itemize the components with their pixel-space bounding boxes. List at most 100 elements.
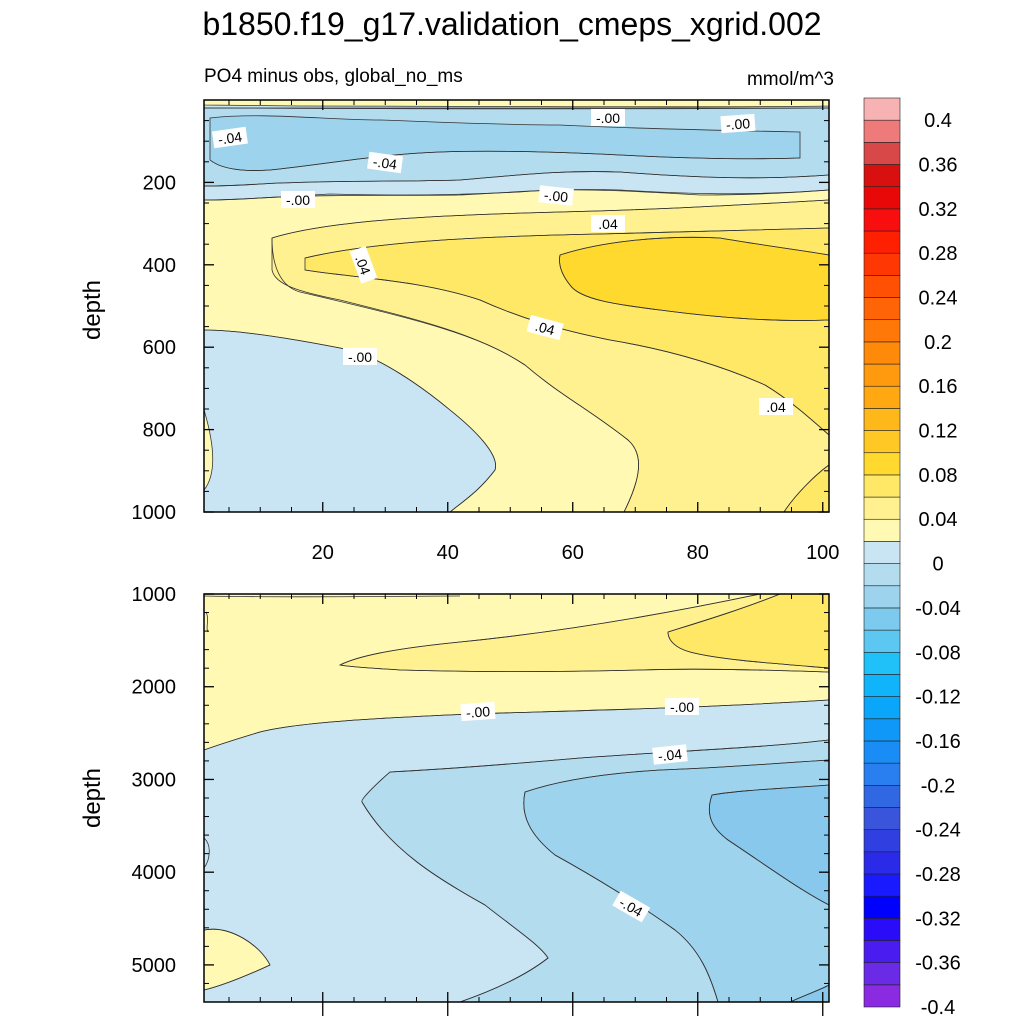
- colorbar-tick-label: 0.16: [919, 376, 958, 398]
- colorbar-box: [863, 674, 901, 697]
- chart-title: b1850.f19_g17.validation_cmeps_xgrid.002: [202, 6, 821, 42]
- top-ytick-label: 1000: [132, 502, 177, 524]
- colorbar-tick-label: 0.04: [919, 509, 958, 531]
- top-ylabel: depth: [79, 280, 106, 340]
- top-ytick-label: 200: [143, 172, 176, 194]
- colorbar-box: [863, 784, 901, 808]
- top-contour-label: .04: [759, 398, 793, 415]
- bottom-contour-label: -.04: [652, 744, 688, 765]
- contour-label-bg: [349, 245, 378, 284]
- bottom-ytick-label: 2000: [132, 677, 177, 699]
- top-contour-label: -.00: [281, 191, 315, 208]
- colorbar-tick-label: -0.32: [915, 908, 961, 930]
- colorbar-box: [863, 984, 901, 1008]
- colorbar-tick-label: 0.24: [919, 288, 958, 310]
- colorbar-box: [863, 186, 901, 210]
- colorbar-box: [863, 873, 901, 897]
- colorbar-box: [863, 807, 901, 830]
- contour-label-bg: [591, 215, 625, 232]
- top-xtick-label: 80: [687, 542, 709, 564]
- contour-label-text: .04: [534, 318, 557, 339]
- colorbar-tick-label: -0.4: [921, 997, 955, 1019]
- colorbar-tick-label: -0.36: [915, 953, 961, 975]
- contour-label-bg: [612, 890, 651, 923]
- top-xtick-label: 100: [806, 542, 839, 564]
- top-ytick-label: 800: [143, 420, 176, 442]
- top-xtick-label: 60: [562, 542, 584, 564]
- colorbar-box: [863, 518, 901, 542]
- colorbar-box: [863, 829, 901, 853]
- colorbar-box: [863, 585, 901, 609]
- top-contour-label: -.04: [367, 151, 404, 174]
- bottom-panel: [203, 593, 830, 1003]
- bottom-x-axis: [228, 594, 824, 1016]
- bottom-ytick-label: 4000: [132, 862, 177, 884]
- colorbar-box: [863, 452, 901, 476]
- colorbar-tick-label: 0: [932, 554, 943, 576]
- contour-label-bg: [281, 191, 315, 208]
- contour-label-bg: [665, 698, 699, 715]
- colorbar-box: [863, 341, 901, 365]
- top-panel: [203, 99, 830, 513]
- colorbar-box: [863, 851, 901, 875]
- top-xtick-label: 40: [437, 542, 459, 564]
- colorbar-box: [863, 319, 901, 343]
- colorbar-box: [863, 474, 901, 498]
- top-ytick-label: 600: [143, 337, 176, 359]
- top-contour-label: -.00: [591, 109, 625, 126]
- contour-label-text: .04: [766, 399, 786, 415]
- colorbar-tick-label: 0.28: [919, 243, 958, 265]
- contour-label-bg: [538, 185, 574, 206]
- colorbar-box: [863, 918, 901, 941]
- colorbar-box: [863, 962, 901, 986]
- colorbar-tick-label: -0.16: [915, 731, 961, 753]
- top-xtick-label: 20: [312, 542, 334, 564]
- colorbar-box: [863, 97, 901, 121]
- colorbar-tick-label: -0.2: [921, 775, 955, 797]
- contour-label-text: -.04: [372, 153, 398, 172]
- colorbar-box: [863, 297, 901, 321]
- colorbar-box: [863, 563, 901, 587]
- top-contour-label: -.00: [538, 185, 574, 206]
- colorbar-box: [863, 119, 901, 143]
- colorbar-tick-label: 0.36: [919, 155, 958, 177]
- colorbar-box: [863, 607, 901, 631]
- colorbar-tick-label: -0.08: [915, 642, 961, 664]
- contour-label-bg: [759, 398, 793, 415]
- colorbar-box: [863, 718, 901, 742]
- contour-label-bg: [591, 109, 625, 126]
- top-contour-label: .04: [591, 215, 625, 232]
- contour-label-text: -.04: [217, 128, 243, 147]
- colorbar-box: [863, 275, 901, 298]
- contour-label-text: .04: [598, 216, 618, 232]
- panel-subtitle: PO4 minus obs, global_no_ms: [204, 66, 463, 87]
- contour-label-bg: [367, 151, 404, 174]
- contour-label-text: -.00: [543, 187, 569, 205]
- top-contour-label: -.00: [343, 348, 377, 365]
- top-y-axis: 200 400 600 800 1000: [132, 120, 829, 524]
- contour-label-bg: [720, 113, 756, 134]
- contour-label-text: -.00: [725, 115, 750, 133]
- contour-label-text: -.00: [465, 703, 490, 721]
- top-contour-labels: -.04 -.04 -.00 -.00 -.00 -.00 .04 .04 .04 -.00 .04: [211, 109, 793, 415]
- colorbar-box: [863, 895, 901, 919]
- colorbar-tick-label: 0.4: [924, 110, 952, 132]
- colorbar-box: [863, 142, 901, 165]
- colorbar-box: [863, 651, 901, 675]
- colorbar-box: [863, 541, 901, 564]
- units-label: mmol/m^3: [747, 69, 834, 90]
- bottom-ylabel: depth: [79, 768, 106, 828]
- colorbar-box: [863, 252, 901, 276]
- colorbar-box: [863, 940, 901, 963]
- colorbar: [863, 97, 901, 1008]
- bottom-ytick-label: 1000: [132, 584, 177, 606]
- colorbar-box: [863, 230, 901, 254]
- contour-label-text: -.00: [670, 699, 694, 715]
- contour-label-bg: [652, 744, 688, 765]
- colorbar-tick-label: -0.28: [915, 864, 961, 886]
- contour-label-bg: [343, 348, 377, 365]
- top-x-axis: 20 40 60 80 100: [228, 100, 839, 564]
- contour-label-text: -.04: [657, 746, 683, 764]
- colorbar-tick-label: -0.24: [915, 820, 961, 842]
